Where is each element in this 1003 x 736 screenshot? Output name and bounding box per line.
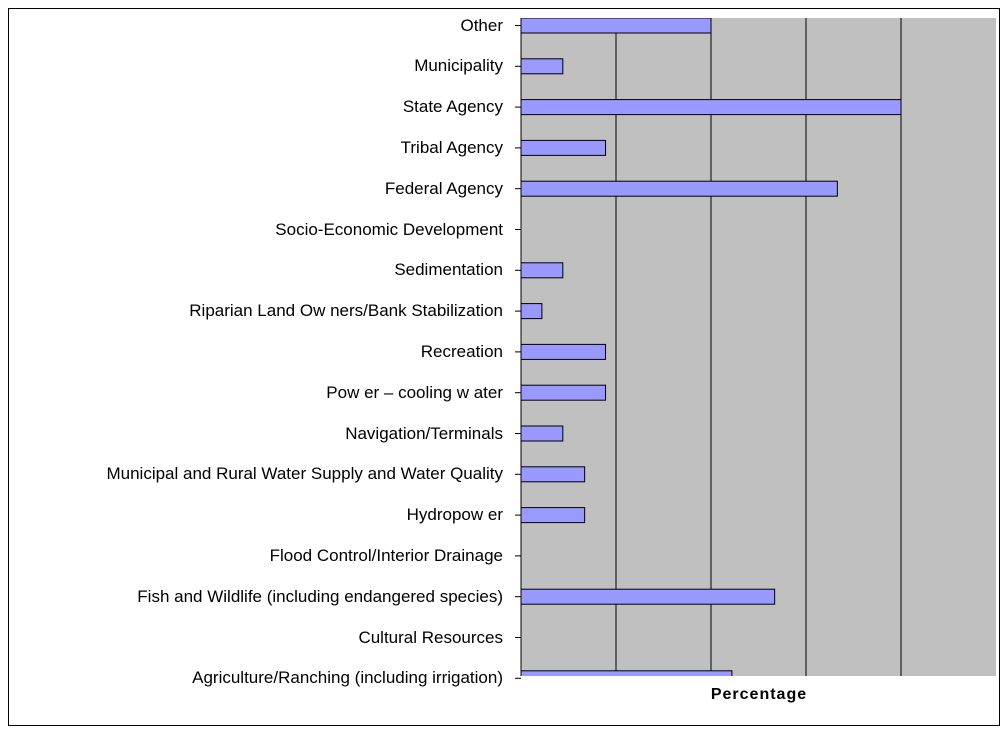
y-tick-label: Recreation — [420, 341, 503, 361]
y-tick-label: Flood Control/Interior Drainage — [269, 545, 503, 565]
bar — [521, 58, 564, 75]
labels: Other Municipality State Agency Tribal Agen… — [106, 15, 503, 688]
bar — [521, 139, 607, 156]
y-tick-label: Riparian Land Ow ners/Bank Stabilization — [189, 301, 503, 321]
bar — [521, 262, 564, 279]
bar — [521, 588, 776, 605]
y-tick-label: Pow er – cooling w ater — [326, 382, 503, 402]
bar — [521, 466, 586, 483]
bar — [521, 343, 607, 360]
y-tick-label: Hydropow er — [406, 505, 503, 525]
y-tick-label: Sedimentation — [394, 260, 503, 280]
y-tick-label: Municipality — [414, 56, 503, 76]
bar — [521, 384, 607, 401]
y-tick-label: Navigation/Terminals — [345, 423, 503, 443]
bar — [521, 507, 586, 524]
plot — [521, 18, 902, 676]
y-tick-label: Other — [460, 15, 503, 35]
bar — [521, 303, 543, 320]
y-tick-label: Cultural Resources — [358, 627, 503, 647]
x-axis-label: Percentage — [710, 686, 808, 703]
bar — [521, 99, 902, 116]
bar — [521, 670, 733, 676]
bar — [521, 180, 838, 197]
y-tick-label: Agriculture/Ranching (including irrigati… — [192, 668, 503, 688]
bar — [521, 425, 564, 442]
y-tick-label: Socio-Economic Development — [275, 219, 503, 239]
y-tick-label: Tribal Agency — [400, 137, 503, 157]
y-tick-label: Municipal and Rural Water Supply and Wat… — [106, 464, 503, 484]
bar — [521, 18, 712, 34]
y-tick-label: Fish and Wildlife (including endangered … — [137, 586, 503, 606]
y-tick-label: Federal Agency — [384, 178, 503, 198]
y-tick-label: State Agency — [402, 97, 503, 117]
